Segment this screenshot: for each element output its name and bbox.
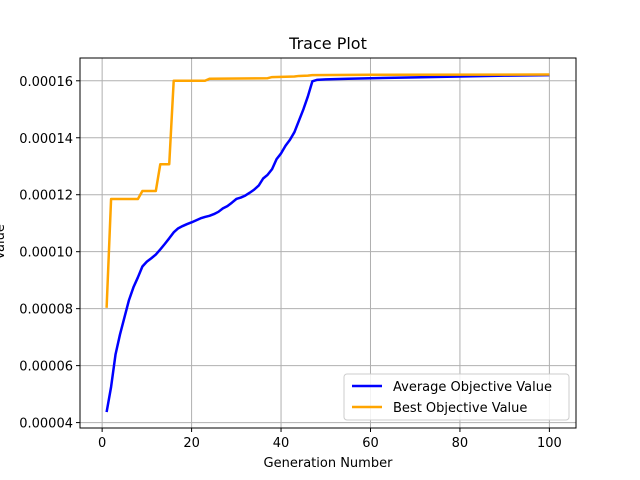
- x-axis: 0 20 40 60 80 100: [98, 428, 562, 451]
- series-lines: [105, 73, 550, 413]
- legend-box: [343, 373, 570, 421]
- y-axis: 0.00004 0.00006 0.00008 0.00010 0.00012 0.000…: [19, 75, 80, 432]
- plot-frame: [79, 57, 577, 429]
- x-tick-label: 80: [452, 436, 469, 451]
- series-line-best-objective: [105, 73, 550, 308]
- legend: Average Objective Value Best Objective V…: [343, 373, 570, 421]
- y-tick-label: 0.00012: [19, 189, 73, 204]
- x-tick-label: 20: [183, 436, 200, 451]
- y-tick-label: 0.00008: [19, 303, 73, 318]
- y-tick-label: 0.00006: [19, 360, 73, 375]
- y-tick-label: 0.00014: [19, 132, 73, 147]
- x-tick-label: 60: [362, 436, 379, 451]
- y-tick-label: 0.00016: [19, 75, 73, 90]
- legend-label-average: Average Objective Value: [393, 380, 552, 395]
- y-axis-title: Value: [0, 224, 8, 260]
- x-tick-label: 100: [537, 436, 562, 451]
- legend-label-best: Best Objective Value: [393, 401, 527, 416]
- grid: [80, 58, 576, 428]
- series-line-average-objective: [105, 73, 550, 413]
- x-tick-label: 40: [273, 436, 290, 451]
- y-tick-label: 0.00004: [19, 417, 73, 432]
- x-tick-label: 0: [98, 436, 106, 451]
- plot-title: Trace Plot: [288, 34, 367, 53]
- y-tick-label: 0.00010: [19, 246, 73, 261]
- x-axis-title: Generation Number: [264, 456, 394, 471]
